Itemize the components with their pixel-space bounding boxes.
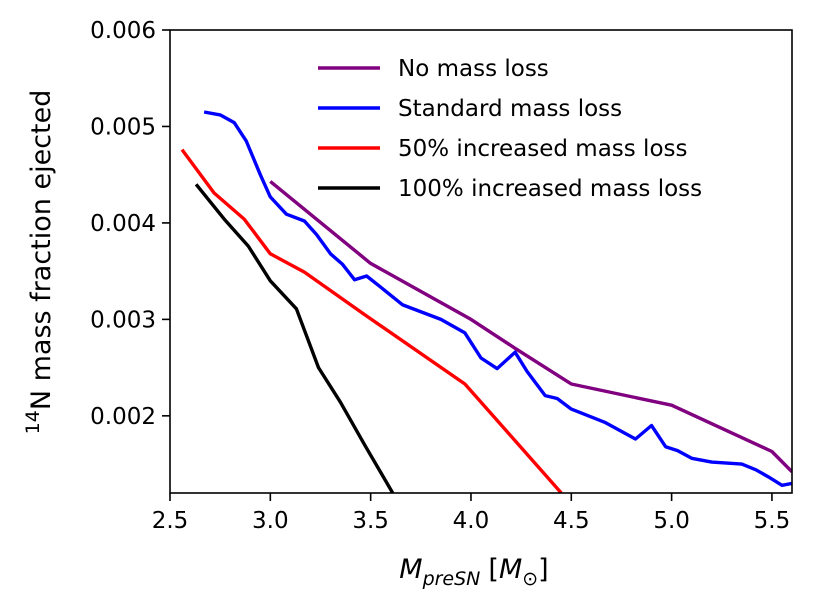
plot-frame — [169, 29, 793, 494]
x-axis-ticks: 2.5 3.0 3.5 4.0 4.5 5.0 5.5 — [152, 493, 791, 534]
legend-label-1: Standard mass loss — [398, 96, 622, 122]
legend-label-3: 100% increased mass loss — [398, 176, 702, 202]
x-tick-label: 5.5 — [754, 508, 791, 534]
y-tick-label: 0.006 — [90, 18, 156, 44]
x-axis-label: MpreSN [M⊙] — [399, 554, 548, 590]
legend-label-0: No mass loss — [398, 56, 549, 82]
x-tick-label: 4.5 — [553, 508, 590, 534]
x-tick-label: 3.0 — [252, 508, 289, 534]
x-tick-label: 5.0 — [653, 508, 690, 534]
series-line-3 — [194, 183, 395, 493]
series-line-2 — [180, 148, 563, 493]
y-tick-label: 0.005 — [90, 114, 156, 140]
legend-label-2: 50% increased mass loss — [398, 136, 688, 162]
y-axis-label: 14N mass fraction ejected — [22, 90, 57, 435]
series-line-1 — [203, 110, 792, 487]
y-tick-label: 0.004 — [90, 211, 156, 237]
series-layer — [180, 110, 792, 493]
x-tick-label: 2.5 — [152, 508, 189, 534]
series-line-0 — [269, 180, 792, 473]
x-tick-label: 3.5 — [352, 508, 389, 534]
y-tick-label: 0.002 — [90, 404, 156, 430]
legend: No mass loss Standard mass loss 50% increa… — [318, 56, 702, 202]
x-tick-label: 4.0 — [453, 508, 490, 534]
y-tick-label: 0.003 — [90, 307, 156, 333]
y-axis-ticks: 0.002 0.003 0.004 0.005 0.006 — [90, 18, 170, 430]
